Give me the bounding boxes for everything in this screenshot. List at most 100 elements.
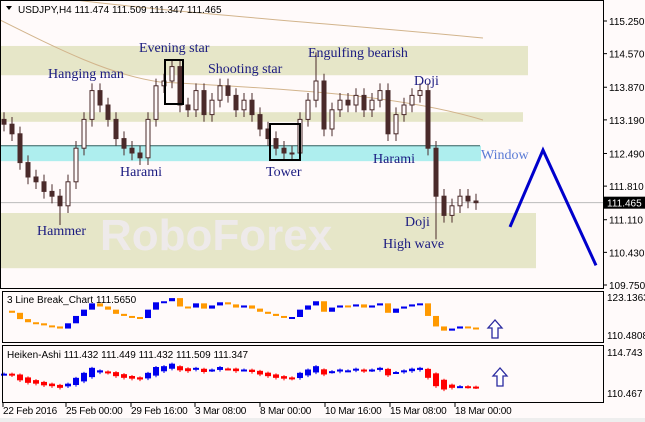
candle [441,195,447,216]
ha-candle [121,374,127,378]
candle [81,118,87,149]
price-axis: 115.250 114.570 113.870 113.190 112.490 111.8… [603,17,645,292]
candle [313,80,319,101]
candle [369,99,375,111]
ha-candle [57,384,63,388]
candle [97,90,103,106]
ha-candle [105,371,111,374]
line-break-brick [89,303,95,310]
ha-candle [361,369,367,372]
label-evening-star: Evening star [139,41,210,56]
line-break-panel [9,298,479,331]
ha-candle [441,379,447,390]
current-price-badge [604,196,645,209]
candle [105,104,111,120]
candle [353,94,359,106]
ha-candle [337,369,343,372]
price-tick-label: 114.570 [609,50,645,61]
line-break-brick [345,305,351,308]
up-arrow-icon [486,319,504,339]
candle [337,99,343,111]
time-tick-label: 8 Mar 00:00 [260,406,312,417]
label-hanging-man: Hanging man [48,67,124,82]
candle [153,85,159,120]
ha-candle [329,371,335,374]
ha-candle [473,386,479,389]
lb-tick: 123.1363 [607,293,645,304]
ha-candle [385,368,391,376]
candle [385,90,391,135]
line-break-brick [353,304,359,307]
price-tick-label: 110.430 [609,248,645,259]
candle [281,147,287,154]
candle [233,94,239,111]
line-break-brick [193,303,199,308]
ha-candle [273,374,279,378]
zone-window [1,145,481,162]
line-break-brick [425,303,431,316]
ha-candle [25,377,31,383]
candle [393,114,399,135]
line-break-brick [273,313,279,316]
line-break-brick [473,327,479,330]
line-break-brick [257,308,263,312]
candle [41,181,47,192]
ha-candle [97,370,103,373]
line-break-brick [185,306,191,309]
label-high-wave: High wave [383,237,444,252]
candle [129,147,135,154]
forecast-zigzag [508,146,598,266]
main-frame [0,0,604,289]
ha-candle [225,368,231,371]
label-tower: Tower [266,165,302,180]
line-break-brick [113,309,119,314]
price-tick-label: 113.190 [609,116,645,127]
line-break-brick [177,298,183,307]
ha-candle [9,373,15,376]
time-tick-label: 15 Mar 08:00 [390,406,447,417]
line-break-brick [369,305,375,308]
dropdown-triangle-icon[interactable] [6,6,12,10]
ha-candle [217,367,223,370]
ha-candle [425,368,431,378]
time-tick-label: 10 Mar 16:00 [325,406,382,417]
ha-candle [161,366,167,372]
ha-tick: 110.467 [607,389,643,400]
candle [217,85,223,101]
time-axis: 22 Feb 2016 25 Feb 00:00 29 Feb 16:00 3 Mar… [2,403,512,417]
ha-candle [369,369,375,372]
line-break-brick [209,305,215,309]
ha-candle [281,376,287,379]
line-break-brick [9,310,15,313]
line-break-brick [337,305,343,308]
line-break-brick [321,301,327,312]
candle [401,104,407,116]
ha-candle [401,370,407,373]
label-window: Window [481,148,530,163]
ha-candle [209,369,215,372]
line-break-brick [49,325,55,328]
ha-candle [177,366,183,371]
ha-candle [89,367,95,378]
line-break-brick [289,317,295,319]
line-break-brick [137,317,143,319]
line-break-brick [313,301,319,306]
lb-tick: 110.4808 [607,331,645,342]
candle [201,90,207,116]
ha-candle [169,363,175,369]
line-break-title: 3 Line Break_Chart 111.5650 [7,295,137,306]
ha-candle [17,374,23,381]
current-price-label: 111.465 [607,199,642,210]
time-tick-label: 18 Mar 00:00 [455,406,512,417]
price-tick-label: 111.110 [609,216,643,227]
time-tick-label: 3 Mar 08:00 [195,406,247,417]
candle [273,138,279,149]
ha-candle [297,372,303,379]
candle [433,147,439,197]
candle [25,162,31,178]
line-break-brick [121,313,127,316]
ha-candle [73,377,79,386]
ha-candle [409,368,415,372]
line-break-brick [33,322,39,325]
